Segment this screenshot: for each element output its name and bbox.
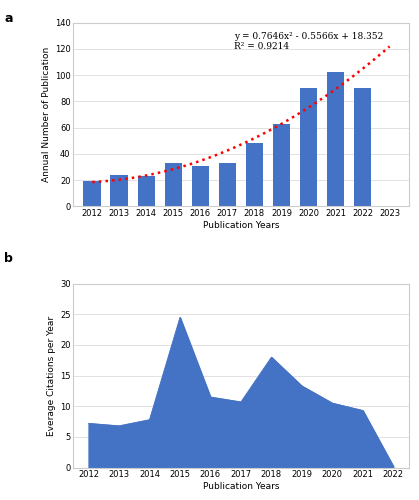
Bar [327, 72, 344, 206]
Bar [354, 88, 371, 206]
Bar [219, 163, 236, 206]
Text: y = 0.7646x² - 0.5566x + 18.352
R² = 0.9214: y = 0.7646x² - 0.5566x + 18.352 R² = 0.9… [234, 32, 383, 51]
Text: a: a [4, 12, 13, 26]
Text: b: b [4, 252, 13, 266]
Y-axis label: Everage Citations per Year: Everage Citations per Year [47, 316, 56, 436]
X-axis label: Publication Years: Publication Years [203, 482, 279, 491]
Bar [111, 175, 128, 206]
Bar [191, 166, 209, 206]
Bar [273, 124, 290, 206]
Y-axis label: Annual Number of Publication: Annual Number of Publication [41, 47, 51, 182]
X-axis label: Publication Years: Publication Years [203, 221, 279, 230]
Bar [137, 176, 155, 206]
Bar [246, 144, 263, 206]
Bar [83, 182, 101, 206]
Bar [165, 163, 182, 206]
Bar [300, 88, 317, 206]
